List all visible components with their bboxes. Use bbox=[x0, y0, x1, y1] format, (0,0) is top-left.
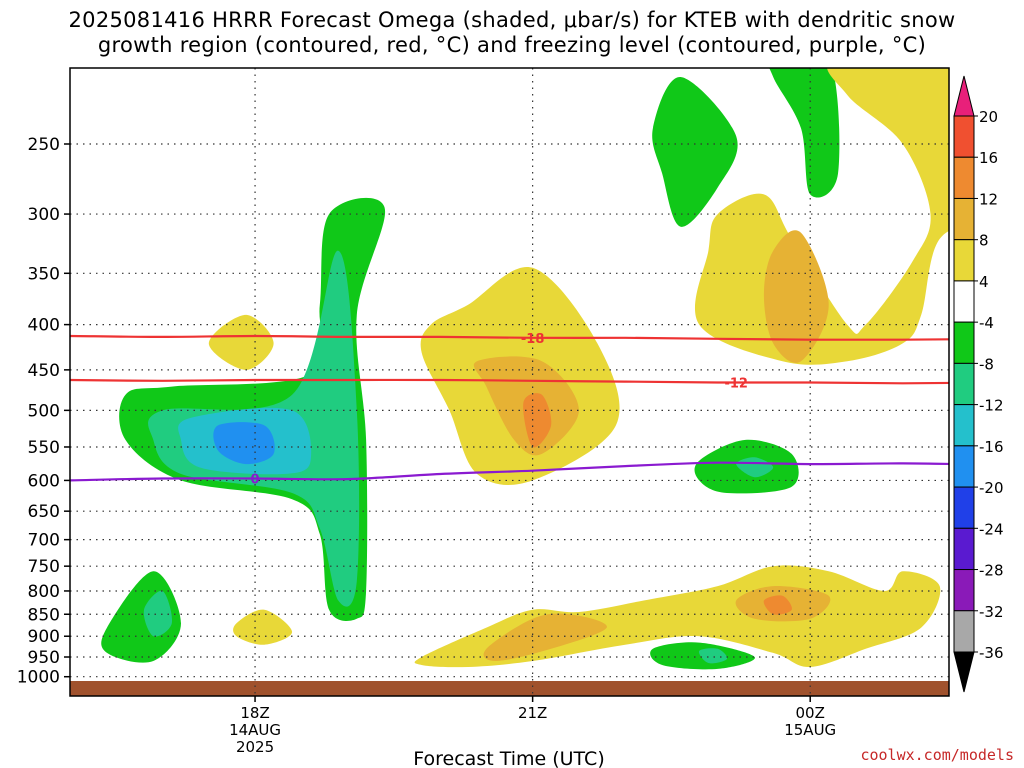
x-tick-date: 15AUG bbox=[784, 721, 836, 739]
colorbar-block bbox=[953, 404, 975, 447]
x-tick-label: 18Z bbox=[240, 704, 269, 722]
x-tick-label: 00Z bbox=[796, 704, 825, 722]
chart-title-line2: growth region (contoured, red, °C) and f… bbox=[97, 33, 927, 57]
colorbar-label: -8 bbox=[979, 355, 994, 373]
colorbar-block bbox=[953, 362, 975, 406]
contour-label: -18 bbox=[521, 332, 545, 347]
contour-layer: -18-18-18-1200 bbox=[70, 332, 1008, 487]
colorbar-label: -36 bbox=[979, 644, 1004, 662]
y-tick-label: 700 bbox=[28, 531, 60, 551]
chart-title-line1: 2025081416 HRRR Forecast Omega (shaded, … bbox=[68, 8, 956, 32]
y-tick-label: 350 bbox=[28, 264, 60, 284]
credit-link[interactable]: coolwx.com/models bbox=[860, 746, 1014, 764]
colorbar-bottom-triangle bbox=[953, 651, 975, 693]
colorbar-block bbox=[953, 156, 975, 199]
contour-label: -18 bbox=[984, 333, 1008, 348]
y-tick-label: 850 bbox=[28, 605, 60, 625]
omega-region bbox=[213, 422, 275, 465]
colorbar: 20 16 12 8 4 -4 -8 -12 -16 -20 -24 -28 -32 -36 bbox=[953, 75, 1004, 693]
colorbar-top-triangle bbox=[953, 75, 975, 117]
colorbar-label: 20 bbox=[979, 108, 998, 126]
contour-line bbox=[70, 461, 949, 482]
omega-region bbox=[233, 609, 293, 645]
x-tick-date: 14AUG bbox=[229, 721, 281, 739]
omega-fill-layer bbox=[101, 68, 949, 670]
y-tick-label: 650 bbox=[28, 502, 60, 522]
omega-region bbox=[523, 393, 552, 448]
contour-label: -12 bbox=[724, 376, 748, 391]
omega-region bbox=[769, 68, 840, 198]
omega-region bbox=[763, 230, 829, 363]
colorbar-block bbox=[953, 115, 975, 158]
colorbar-block bbox=[953, 486, 975, 529]
colorbar-label: -24 bbox=[979, 520, 1004, 538]
colorbar-block bbox=[953, 527, 975, 571]
y-tick-label: 800 bbox=[28, 582, 60, 602]
colorbar-label: -32 bbox=[979, 603, 1004, 621]
y-tick-label: 450 bbox=[28, 361, 60, 381]
y-tick-label: 300 bbox=[28, 205, 60, 225]
contour-label: 0 bbox=[251, 472, 260, 487]
y-tick-label: 950 bbox=[28, 648, 60, 668]
y-tick-label: 900 bbox=[28, 627, 60, 647]
colorbar-label: 16 bbox=[979, 149, 998, 167]
colorbar-block bbox=[953, 610, 975, 653]
colorbar-block bbox=[953, 445, 975, 488]
colorbar-block bbox=[953, 321, 975, 364]
colorbar-label: -12 bbox=[979, 397, 1004, 415]
omega-region bbox=[143, 590, 173, 637]
y-tick-label: 550 bbox=[28, 438, 60, 458]
y-tick-label: 1000 bbox=[17, 668, 60, 688]
x-axis-title: Forecast Time (UTC) bbox=[413, 748, 604, 768]
colorbar-label: -20 bbox=[979, 479, 1004, 497]
colorbar-block bbox=[953, 197, 975, 241]
surface-layer bbox=[70, 681, 949, 696]
contour-line bbox=[70, 378, 949, 385]
contour-line bbox=[70, 334, 949, 341]
colorbar-block bbox=[953, 239, 975, 282]
omega-region bbox=[698, 648, 728, 664]
x-tick-label: 21Z bbox=[518, 704, 547, 722]
colorbar-label: -4 bbox=[979, 314, 994, 332]
colorbar-label: 4 bbox=[979, 273, 989, 291]
colorbar-label: -28 bbox=[979, 562, 1004, 580]
colorbar-label: 12 bbox=[979, 190, 998, 208]
y-tick-label: 750 bbox=[28, 557, 60, 577]
colorbar-label: 8 bbox=[979, 232, 989, 250]
surface-bar bbox=[70, 681, 949, 696]
y-tick-label: 600 bbox=[28, 471, 60, 491]
colorbar-label: -16 bbox=[979, 438, 1004, 456]
omega-region bbox=[652, 76, 738, 227]
y-tick-label: 250 bbox=[28, 135, 60, 155]
y-tick-label: 500 bbox=[28, 401, 60, 421]
omega-region bbox=[695, 68, 949, 365]
plot-frame bbox=[69, 67, 950, 697]
y-axis: 2503003504004505005506006507007508008509… bbox=[17, 135, 70, 688]
colorbar-block bbox=[953, 280, 975, 323]
x-axis: 18Z14AUG202521Z00Z15AUG03Z06Z09ZForecast… bbox=[229, 696, 836, 768]
omega-region bbox=[483, 613, 607, 661]
omega-region bbox=[208, 314, 274, 370]
grid-layer bbox=[70, 68, 949, 696]
y-tick-label: 400 bbox=[28, 316, 60, 336]
omega-region bbox=[763, 595, 792, 615]
colorbar-block bbox=[953, 569, 975, 612]
x-tick-year: 2025 bbox=[236, 738, 274, 756]
